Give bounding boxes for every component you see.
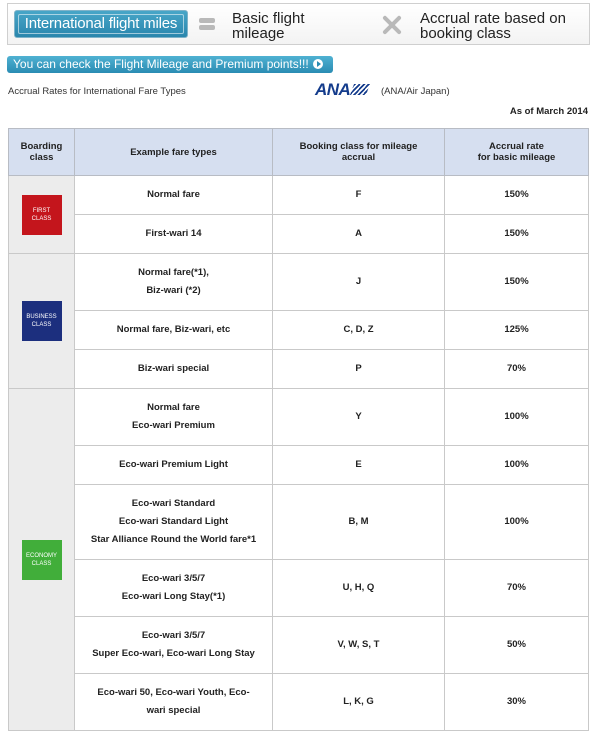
fare-type-cell: Eco-wari 50, Eco-wari Youth, Eco-wari sp…: [74, 673, 273, 731]
boarding-class-cell: BUSINESS CLASS: [8, 253, 75, 389]
mileage-formula-bar: International flight miles Basic flight …: [7, 3, 590, 45]
fare-type-cell: First-wari 14: [74, 214, 273, 254]
header-boarding-class: Boarding class: [8, 128, 75, 176]
equals-icon: [199, 16, 215, 32]
fare-type-cell: Normal fare(*1), Biz-wari (*2): [74, 253, 273, 311]
as-of-date: As of March 2014: [509, 106, 588, 117]
first-class-badge: FIRST CLASS: [21, 194, 62, 235]
accrual-rate-label: Accrual rate based on booking class: [420, 10, 566, 42]
multiply-icon: [382, 15, 402, 35]
accrual-rate-cell: 100%: [444, 445, 589, 485]
booking-class-cell: A: [272, 214, 445, 254]
table-header-row: Boarding class Example fare types Booking…: [8, 128, 589, 176]
fare-type-cell: Normal fare, Biz-wari, etc: [74, 310, 273, 350]
play-arrow-icon[interactable]: [312, 59, 323, 69]
fare-type-cell: Normal fare: [74, 175, 273, 215]
accrual-rate-cell: 100%: [444, 388, 589, 446]
page-subtitle: Accrual Rates for International Fare Typ…: [8, 86, 186, 97]
accrual-rate-cell: 150%: [444, 253, 589, 311]
fare-type-cell: Eco-wari Premium Light: [74, 445, 273, 485]
booking-class-cell: B, M: [272, 484, 445, 560]
airline-name: (ANA/Air Japan): [381, 86, 450, 97]
header-example-fare-types: Example fare types: [74, 128, 273, 176]
booking-class-cell: P: [272, 349, 445, 389]
accrual-rate-cell: 50%: [444, 616, 589, 674]
table-row: First-wari 14 A 150%: [9, 214, 589, 254]
accrual-rate-cell: 30%: [444, 673, 589, 731]
boarding-class-cell: FIRST CLASS: [8, 175, 75, 254]
booking-class-cell: Y: [272, 388, 445, 446]
fare-type-cell: Eco-wari 3/5/7 Eco-wari Long Stay(*1): [74, 559, 273, 617]
booking-class-cell: F: [272, 175, 445, 215]
table-row: Normal fare, Biz-wari, etc C, D, Z 125%: [9, 310, 589, 350]
booking-class-cell: J: [272, 253, 445, 311]
fare-type-cell: Eco-wari 3/5/7 Super Eco-wari, Eco-wari L…: [74, 616, 273, 674]
boarding-class-cell: ECONOMY CLASS: [8, 388, 75, 731]
table-row: Eco-wari Premium Light E 100%: [9, 445, 589, 485]
economy-class-badge: ECONOMY CLASS: [21, 539, 62, 580]
table-row: Eco-wari 3/5/7 Eco-wari Long Stay(*1) U, H…: [9, 559, 589, 617]
accrual-rate-cell: 70%: [444, 559, 589, 617]
accrual-rate-cell: 100%: [444, 484, 589, 560]
booking-class-cell: L, K, G: [272, 673, 445, 731]
basic-flight-mileage-label: Basic flight mileage: [232, 10, 305, 42]
ana-logo: ANA: [315, 80, 371, 100]
accrual-rate-table: Boarding class Example fare types Booking…: [8, 128, 589, 731]
accrual-rate-cell: 70%: [444, 349, 589, 389]
table-row: Eco-wari Standard Eco-wari Standard Light…: [9, 484, 589, 560]
header-booking-class: Booking class for mileage accrual: [272, 128, 445, 176]
table-row: BUSINESS CLASS Normal fare(*1), Biz-wari (*…: [8, 253, 589, 389]
accrual-rate-cell: 150%: [444, 214, 589, 254]
business-class-badge: BUSINESS CLASS: [21, 301, 62, 341]
check-mileage-link[interactable]: You can check the Flight Mileage and Pre…: [7, 56, 333, 73]
table-row: ECONOMY CLASS Normal fare Eco-wari Premium Y…: [8, 388, 589, 731]
booking-class-cell: C, D, Z: [272, 310, 445, 350]
table-row: FIRST CLASS Normal fare F 150%: [8, 175, 589, 254]
table-row: Eco-wari 3/5/7 Super Eco-wari, Eco-wari L…: [9, 616, 589, 674]
accrual-rate-cell: 150%: [444, 175, 589, 215]
fare-type-cell: Biz-wari special: [74, 349, 273, 389]
ana-stripes-icon: [350, 84, 371, 95]
fare-type-cell: Normal fare Eco-wari Premium: [74, 388, 273, 446]
table-row: Biz-wari special P 70%: [9, 349, 589, 389]
international-flight-miles-label: International flight miles: [14, 10, 188, 38]
header-accrual-rate: Accrual rate for basic mileage: [444, 128, 589, 176]
booking-class-cell: U, H, Q: [272, 559, 445, 617]
booking-class-cell: E: [272, 445, 445, 485]
booking-class-cell: V, W, S, T: [272, 616, 445, 674]
table-row: Eco-wari 50, Eco-wari Youth, Eco-wari sp…: [9, 673, 589, 731]
accrual-rate-cell: 125%: [444, 310, 589, 350]
fare-type-cell: Eco-wari Standard Eco-wari Standard Light…: [74, 484, 273, 560]
